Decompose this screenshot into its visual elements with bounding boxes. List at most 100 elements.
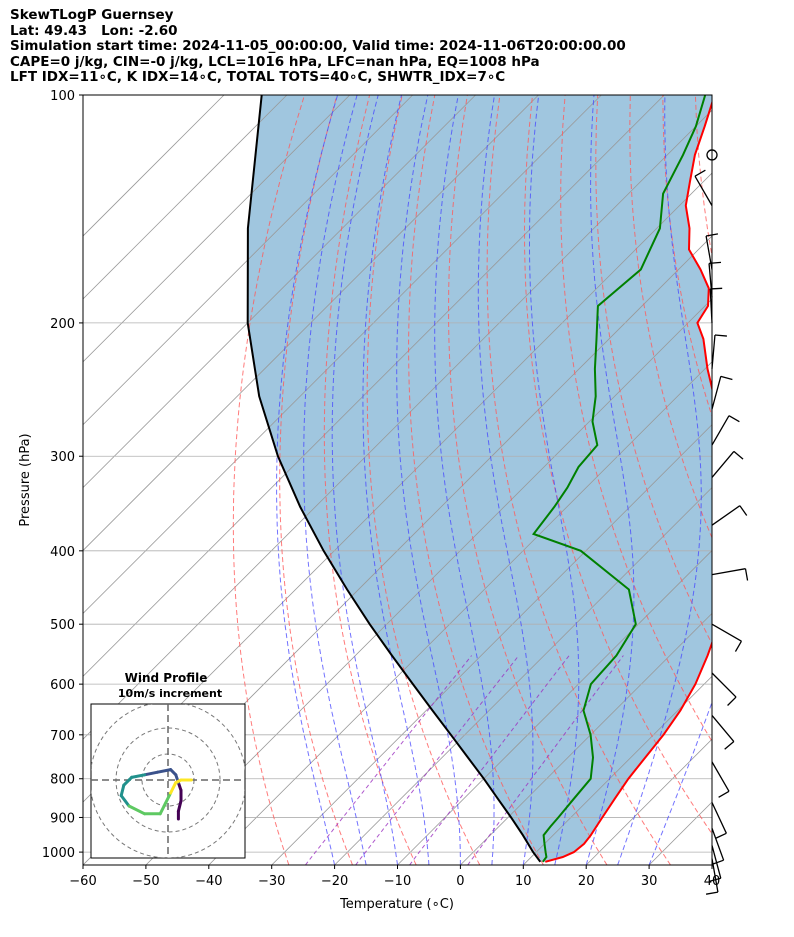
wind-barb (711, 376, 722, 410)
wind-barb-flag (715, 832, 727, 839)
wind-barb (711, 715, 735, 742)
wind-barb-flag (727, 696, 737, 706)
isotherm (83, 95, 225, 237)
wind-barb (711, 828, 725, 861)
wind-barb (711, 450, 735, 478)
hodograph-segment (158, 801, 167, 816)
x-tick-label: −20 (321, 874, 348, 889)
x-tick-label: −30 (258, 874, 285, 889)
y-tick-label: 600 (50, 678, 75, 693)
isotherm (83, 95, 351, 363)
hodograph-segment (130, 773, 147, 779)
wind-barb-flag (705, 891, 719, 895)
isotherm (83, 95, 288, 300)
wind-barb (711, 761, 730, 792)
moist-adiabat (362, 95, 430, 865)
y-tick-label: 700 (50, 729, 75, 744)
isotherm (397, 549, 712, 865)
wind-barb-flag (709, 877, 721, 883)
wind-barb-flag (712, 859, 724, 865)
time-line: Simulation start time: 2024-11-05_00:00:… (10, 38, 626, 55)
moist-adiabat (648, 700, 712, 865)
hodograph-segment (119, 783, 126, 798)
dry-adiabat (629, 95, 712, 539)
wind-barb-flag (694, 169, 706, 177)
wind-barb (711, 568, 746, 576)
wind-barb-flag (728, 415, 740, 423)
dry-adiabat (761, 95, 794, 865)
inset-plot (91, 704, 245, 858)
dry-adiabat (448, 95, 608, 865)
title-line: SkewTLogP Guernsey (10, 7, 174, 23)
y-tick-label: 400 (50, 545, 75, 560)
wind-barb (694, 175, 713, 206)
dry-adiabat (595, 95, 712, 645)
dewpoint-line (531, 95, 707, 863)
wind-barb-flag (718, 790, 730, 798)
hodograph-segment (156, 768, 173, 774)
moist-adiabat (529, 95, 580, 865)
x-tick-label: 30 (641, 874, 658, 889)
y-tick-label: 1000 (42, 846, 75, 861)
dry-adiabat (279, 95, 353, 865)
x-axis-label: Temperature (∘C) (339, 897, 454, 912)
moist-adiabat (477, 95, 534, 865)
wind-barb (711, 802, 727, 834)
wind-barb-flag (739, 505, 748, 516)
chart-header: SkewTLogP Guernsey Lat: 49.43 Lon: -2.60 S… (10, 7, 626, 86)
wind-barb-flag (708, 261, 722, 265)
mixing-ratio-line (467, 655, 624, 865)
hodograph-segment (119, 794, 131, 808)
hodograph-segment (163, 791, 173, 805)
dry-adiabat (560, 95, 712, 743)
isotherm (523, 675, 712, 865)
wind-barb-flag (710, 287, 723, 290)
hodograph-inset: Wind Profile 10m/s increment (90, 671, 246, 859)
temperature-line (545, 99, 712, 863)
moist-adiabat (303, 95, 367, 865)
inset-subtitle: 10m/s increment (118, 687, 222, 700)
wind-barb-flag (714, 334, 727, 337)
indices-line-2: LFT IDX=11∘C, K IDX=14∘C, TOTAL TOTS=40∘… (10, 69, 506, 86)
moist-adiabat (585, 95, 635, 865)
y-tick-label: 900 (50, 811, 75, 826)
dry-adiabat (486, 95, 672, 865)
isotherm (145, 298, 712, 865)
hodograph-segment (176, 799, 183, 813)
mixing-ratio-line (409, 655, 570, 865)
x-tick-label: 10 (515, 874, 532, 889)
x-tick-label: −50 (132, 874, 159, 889)
moist-adiabat (434, 95, 495, 865)
hodograph-segment (122, 775, 134, 787)
wind-barb (711, 334, 716, 369)
y-tick-label: 800 (50, 773, 75, 788)
wind-barb (705, 235, 713, 270)
wind-barb (709, 288, 713, 323)
wind-barb (711, 672, 737, 698)
inset-title: Wind Profile (125, 671, 208, 685)
hodograph-segment (127, 804, 147, 816)
wind-barb-flag (734, 640, 743, 652)
dry-adiabat (408, 95, 544, 865)
wind-barb-flag (724, 741, 735, 750)
moist-adiabat (396, 95, 461, 865)
plot-area (83, 95, 794, 865)
wind-barb-flag (744, 568, 749, 581)
wind-barb-flag (705, 233, 719, 237)
wind-barb-flag (733, 450, 744, 460)
parcel-line (246, 95, 542, 863)
isotherm (83, 109, 712, 740)
y-tick-label: 500 (50, 618, 75, 633)
x-tick-label: −40 (195, 874, 222, 889)
y-tick-label: 300 (50, 450, 75, 465)
calm-circle (706, 149, 718, 161)
x-tick-label: −10 (384, 874, 411, 889)
isotherm (460, 612, 712, 865)
x-tick-label: 0 (456, 874, 464, 889)
moist-adiabat (331, 95, 398, 865)
wind-barbs (694, 149, 749, 895)
dry-adiabat (523, 95, 712, 835)
y-tick-label: 100 (50, 89, 75, 104)
wind-barb (708, 263, 713, 298)
